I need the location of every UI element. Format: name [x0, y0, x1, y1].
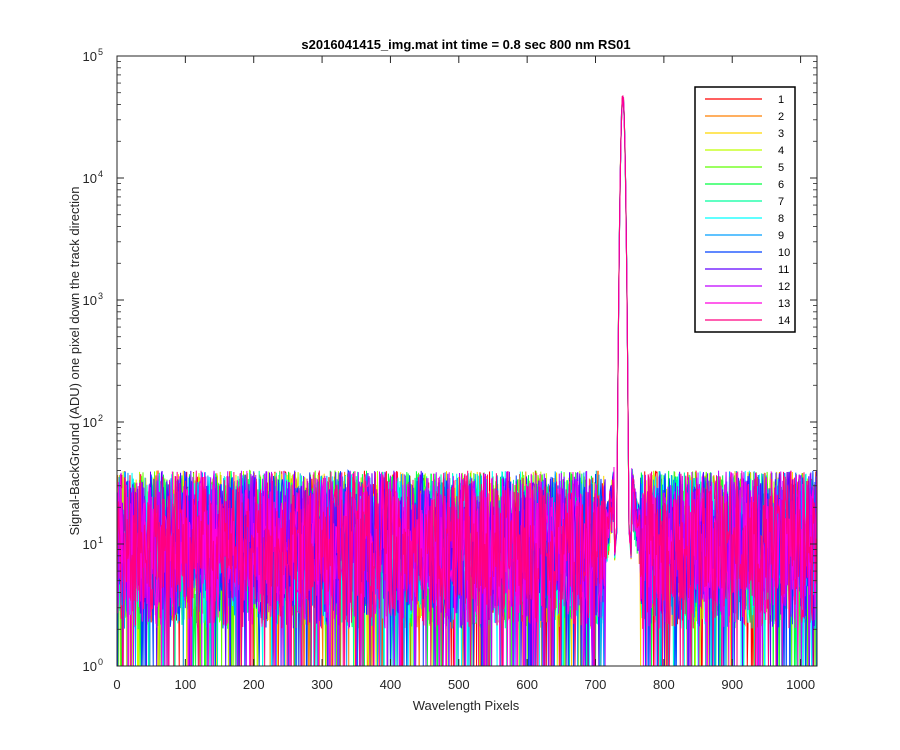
- x-tick-labels: 0 100 200 300 400 500 600 700 800 900 1000: [113, 677, 815, 692]
- legend-label-13: 13: [778, 298, 790, 310]
- x-tick-label: 600: [516, 677, 538, 692]
- x-tick-label: 400: [380, 677, 402, 692]
- x-tick-label: 300: [311, 677, 333, 692]
- legend-label-4: 4: [778, 145, 784, 157]
- y-axis-title: Signal-BackGround (ADU) one pixel down t…: [67, 186, 82, 535]
- legend-label-11: 11: [778, 264, 789, 276]
- y-tick-label: 10: [83, 293, 97, 308]
- legend-label-6: 6: [778, 179, 784, 191]
- y-tick-label: 10: [83, 49, 97, 64]
- x-tick-label: 800: [653, 677, 675, 692]
- legend-label-1: 1: [778, 94, 784, 106]
- series-layer: [116, 95, 817, 667]
- legend-label-2: 2: [778, 111, 784, 123]
- legend-label-10: 10: [778, 247, 790, 259]
- x-tick-label: 200: [243, 677, 265, 692]
- legend-label-8: 8: [778, 213, 784, 225]
- y-tick-label-exponent: 0: [98, 657, 103, 667]
- legend-label-9: 9: [778, 230, 784, 242]
- ticks-layer: [116, 55, 817, 667]
- legend-label-3: 3: [778, 128, 784, 140]
- legend-label-7: 7: [778, 196, 784, 208]
- x-tick-label: 0: [113, 677, 120, 692]
- y-tick-label-exponent: 5: [98, 47, 103, 57]
- y-tick-label: 10: [83, 659, 97, 674]
- y-tick-label-exponent: 2: [98, 413, 103, 423]
- y-tick-label: 10: [83, 171, 97, 186]
- y-tick-label-exponent: 1: [98, 535, 103, 545]
- legend-label-12: 12: [778, 281, 790, 293]
- x-tick-label: 900: [721, 677, 743, 692]
- plot-box: [116, 55, 818, 667]
- legend-label-14: 14: [778, 315, 790, 327]
- chart-title: s2016041415_img.mat int time = 0.8 sec 8…: [301, 37, 630, 52]
- x-tick-label: 500: [448, 677, 470, 692]
- y-tick-label-exponent: 3: [98, 291, 103, 301]
- y-tick-label: 10: [83, 415, 97, 430]
- y-tick-label: 10: [83, 537, 97, 552]
- y-tick-label-exponent: 4: [98, 169, 103, 179]
- legend-label-5: 5: [778, 162, 784, 174]
- x-tick-label: 100: [175, 677, 197, 692]
- x-tick-label: 700: [585, 677, 607, 692]
- x-axis-title: Wavelength Pixels: [413, 698, 520, 713]
- legend-box: [694, 86, 796, 333]
- series-line-14: [116, 95, 817, 667]
- x-tick-label: 1000: [786, 677, 815, 692]
